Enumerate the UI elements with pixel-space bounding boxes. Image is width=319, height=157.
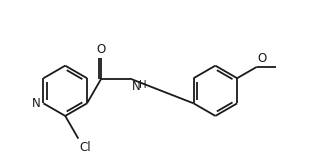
- Text: Cl: Cl: [79, 141, 91, 154]
- Text: H: H: [139, 80, 146, 90]
- Text: O: O: [258, 52, 267, 65]
- Text: N: N: [132, 80, 140, 93]
- Text: N: N: [32, 97, 41, 110]
- Text: O: O: [97, 43, 106, 56]
